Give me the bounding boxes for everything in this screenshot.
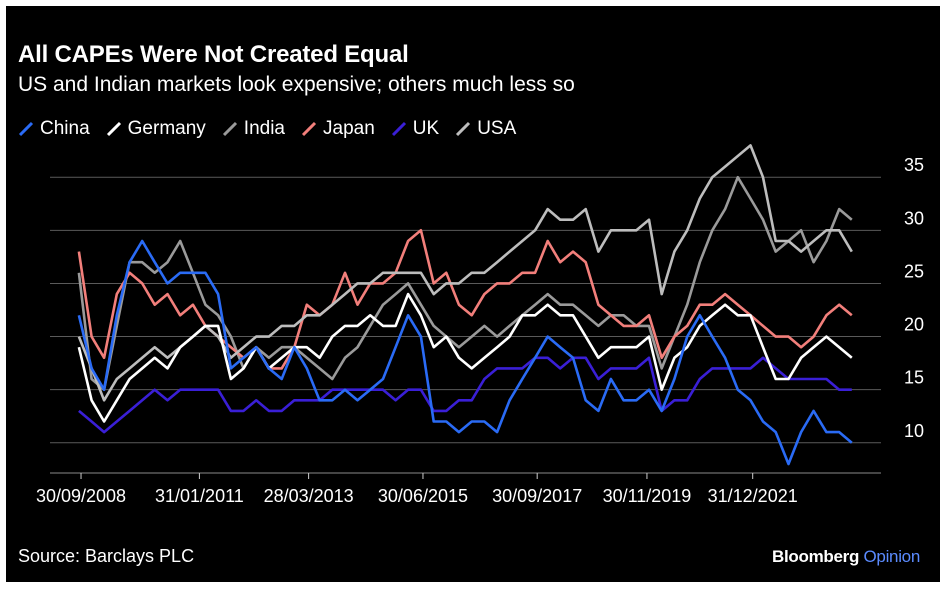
- series-line-india: [77, 175, 853, 391]
- series-line-uk: [78, 356, 852, 434]
- x-tick-label: 30/09/2008: [36, 486, 126, 506]
- chart-subtitle: US and Indian markets look expensive; ot…: [18, 73, 575, 96]
- y-tick-label: 35: [904, 155, 924, 175]
- y-tick-label: 10: [904, 421, 924, 441]
- source-note: Source: Barclays PLC: [18, 546, 195, 566]
- x-tick-label: 30/11/2019: [603, 486, 692, 506]
- y-tick-label: 15: [904, 368, 924, 388]
- legend-label: UK: [412, 118, 440, 139]
- legend-label: Germany: [127, 118, 206, 139]
- y-tick-label: 30: [904, 208, 924, 228]
- legend: China Germany India Japan UK USA: [18, 118, 516, 140]
- legend-item-usa: USA: [455, 118, 516, 140]
- x-tick-label: 30/06/2015: [378, 486, 468, 506]
- legend-swatch-icon: [222, 121, 237, 137]
- legend-label: India: [243, 118, 285, 139]
- chart-title: All CAPEs Were Not Created Equal: [18, 41, 409, 68]
- brand-suffix: Opinion: [863, 547, 921, 566]
- legend-swatch-icon: [456, 121, 471, 137]
- brand-name: Bloomberg: [772, 547, 860, 566]
- legend-item-uk: UK: [391, 118, 439, 140]
- y-tick-label: 25: [904, 261, 924, 281]
- legend-label: USA: [477, 118, 517, 139]
- line-chart: 10 15 20 25 30 35 30/09/2008 31/01/2011 28/03/20…: [36, 144, 924, 506]
- x-tick-label: 31/01/2011: [155, 486, 244, 506]
- legend-label: Japan: [323, 118, 375, 139]
- series-line-germany: [77, 292, 853, 423]
- series-line-usa: [77, 144, 853, 402]
- legend-item-japan: Japan: [301, 118, 375, 140]
- x-tick-label: 31/12/2021: [708, 486, 798, 506]
- brand-logo: Bloomberg Opinion: [772, 547, 920, 567]
- chart-panel: 10 15 20 25 30 35 30/09/2008 31/01/2011 28/03/20…: [6, 6, 940, 582]
- y-tick-label: 20: [904, 315, 924, 335]
- series-line-china: [77, 239, 853, 466]
- x-tick-label: 28/03/2013: [264, 486, 354, 506]
- legend-swatch-icon: [106, 121, 121, 137]
- legend-label: China: [40, 118, 90, 139]
- legend-swatch-icon: [391, 121, 406, 137]
- legend-item-germany: Germany: [106, 118, 206, 140]
- legend-swatch-icon: [301, 121, 317, 137]
- series-line-japan: [77, 229, 853, 370]
- legend-item-china: China: [18, 118, 90, 140]
- legend-item-india: India: [222, 118, 285, 140]
- x-tick-label: 30/09/2017: [492, 486, 582, 506]
- legend-swatch-icon: [18, 121, 34, 137]
